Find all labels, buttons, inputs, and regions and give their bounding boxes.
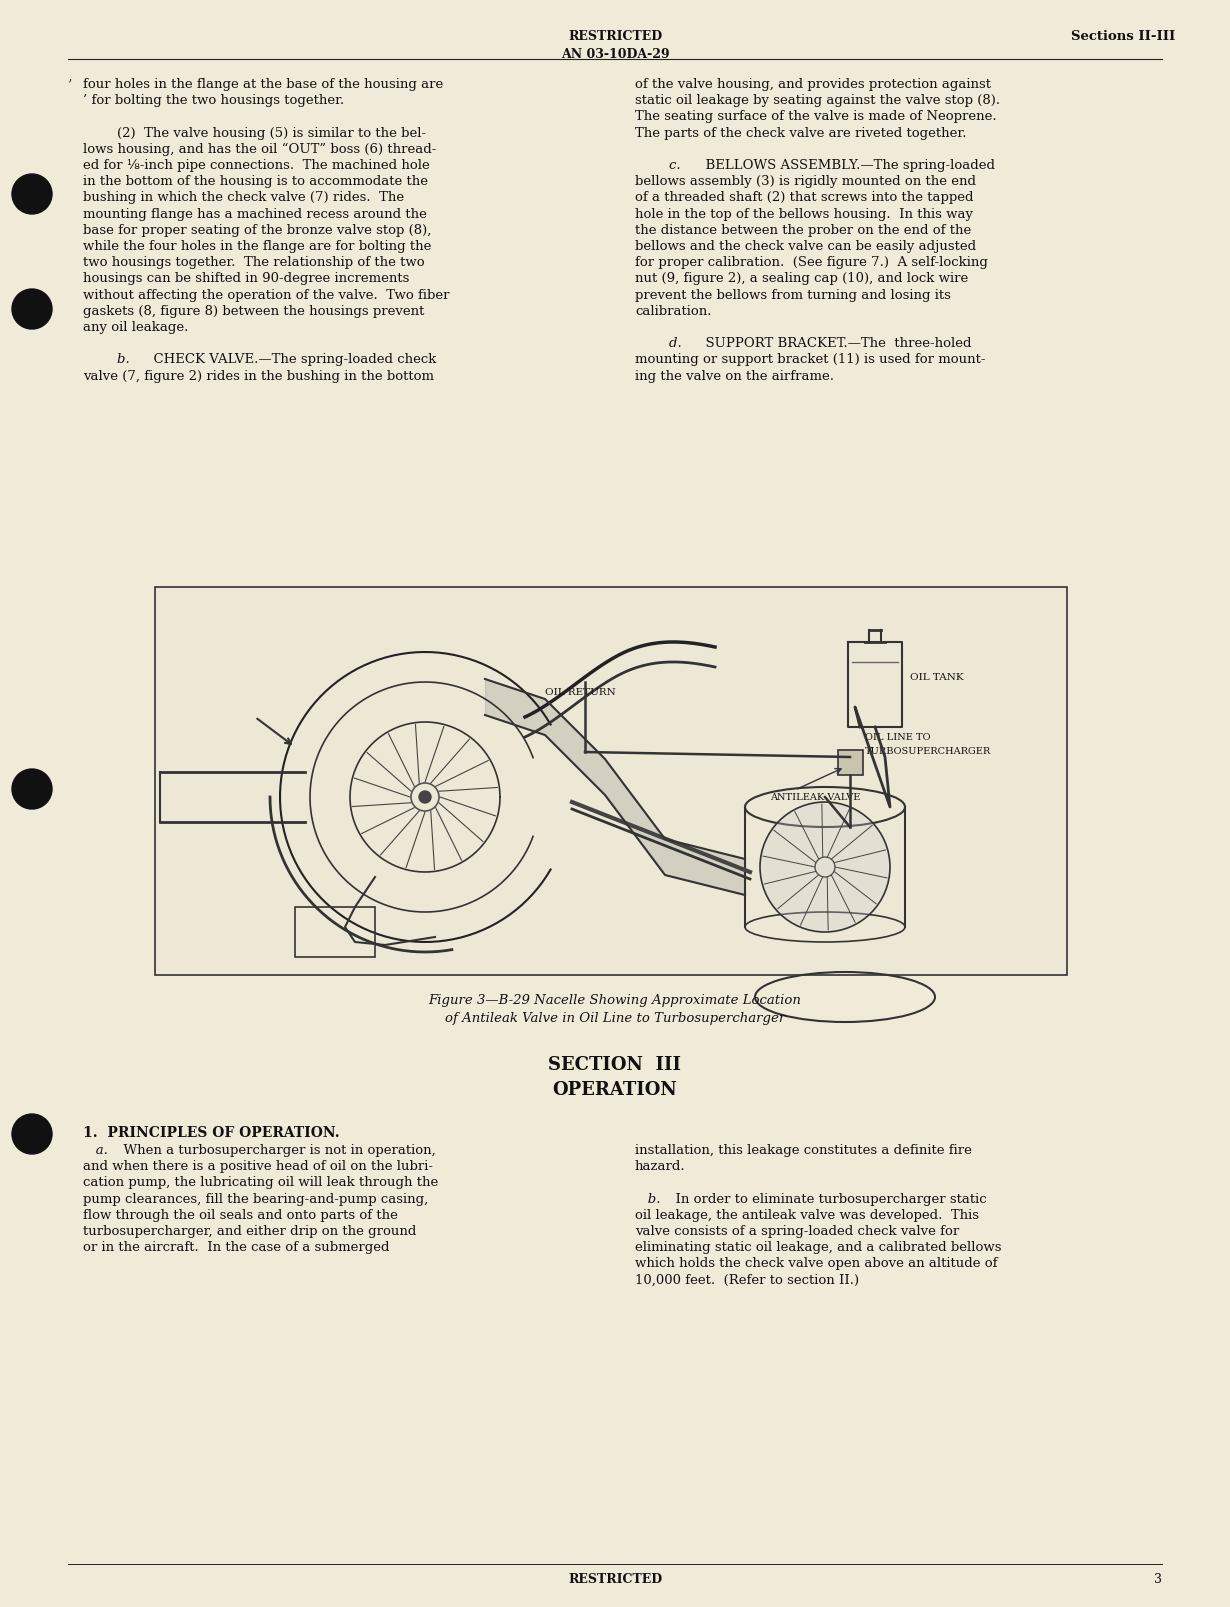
Text: OIL RETURN: OIL RETURN	[545, 688, 616, 696]
Text: cation pump, the lubricating oil will leak through the: cation pump, the lubricating oil will le…	[82, 1176, 438, 1189]
Text: (2)  The valve housing (5) is similar to the bel-: (2) The valve housing (5) is similar to …	[82, 127, 426, 140]
Text: or in the aircraft.  In the case of a submerged: or in the aircraft. In the case of a sub…	[82, 1241, 390, 1253]
Text: In order to eliminate turbosupercharger static: In order to eliminate turbosupercharger …	[667, 1192, 986, 1205]
Text: turbosupercharger, and either drip on the ground: turbosupercharger, and either drip on th…	[82, 1225, 417, 1237]
Text: b.: b.	[82, 354, 129, 366]
Circle shape	[419, 792, 430, 804]
Text: SUPPORT BRACKET.—The  three-holed: SUPPORT BRACKET.—The three-holed	[697, 337, 972, 350]
Text: oil leakage, the antileak valve was developed.  This: oil leakage, the antileak valve was deve…	[635, 1208, 979, 1221]
Text: eliminating static oil leakage, and a calibrated bellows: eliminating static oil leakage, and a ca…	[635, 1241, 1001, 1253]
Text: SECTION  III: SECTION III	[549, 1056, 681, 1073]
Text: four holes in the flange at the base of the housing are: four holes in the flange at the base of …	[82, 79, 443, 92]
Text: ed for ⅛-inch pipe connections.  The machined hole: ed for ⅛-inch pipe connections. The mach…	[82, 159, 429, 172]
Text: in the bottom of the housing is to accommodate the: in the bottom of the housing is to accom…	[82, 175, 428, 188]
Text: hole in the top of the bellows housing.  In this way: hole in the top of the bellows housing. …	[635, 207, 973, 220]
Text: RESTRICTED: RESTRICTED	[568, 1572, 662, 1585]
Text: installation, this leakage constitutes a definite fire: installation, this leakage constitutes a…	[635, 1143, 972, 1157]
Text: base for proper seating of the bronze valve stop (8),: base for proper seating of the bronze va…	[82, 223, 432, 236]
Text: BELLOWS ASSEMBLY.—The spring-loaded: BELLOWS ASSEMBLY.—The spring-loaded	[697, 159, 995, 172]
Text: which holds the check valve open above an altitude of: which holds the check valve open above a…	[635, 1257, 998, 1270]
Circle shape	[12, 289, 52, 329]
Text: ’ for bolting the two housings together.: ’ for bolting the two housings together.	[82, 95, 344, 108]
Text: housings can be shifted in 90-degree increments: housings can be shifted in 90-degree inc…	[82, 272, 410, 284]
Text: flow through the oil seals and onto parts of the: flow through the oil seals and onto part…	[82, 1208, 397, 1221]
Text: The seating surface of the valve is made of Neoprene.: The seating surface of the valve is made…	[635, 111, 996, 124]
Circle shape	[760, 802, 891, 932]
Bar	[295, 908, 375, 958]
Text: c.: c.	[635, 159, 680, 172]
Text: without affecting the operation of the valve.  Two fiber: without affecting the operation of the v…	[82, 288, 449, 302]
Text: ANTILEAK VALVE: ANTILEAK VALVE	[770, 792, 860, 802]
Text: Sections II-III: Sections II-III	[1071, 31, 1175, 43]
Text: a.: a.	[82, 1143, 108, 1157]
Circle shape	[12, 770, 52, 810]
Text: pump clearances, fill the bearing-and-pump casing,: pump clearances, fill the bearing-and-pu…	[82, 1192, 428, 1205]
Text: mounting flange has a machined recess around the: mounting flange has a machined recess ar…	[82, 207, 427, 220]
Text: bellows assembly (3) is rigidly mounted on the end: bellows assembly (3) is rigidly mounted …	[635, 175, 975, 188]
Text: The parts of the check valve are riveted together.: The parts of the check valve are riveted…	[635, 127, 967, 140]
Text: ’: ’	[68, 79, 73, 92]
Text: prevent the bellows from turning and losing its: prevent the bellows from turning and los…	[635, 288, 951, 302]
Text: 10,000 feet.  (Refer to section II.): 10,000 feet. (Refer to section II.)	[635, 1273, 859, 1286]
Text: ing the valve on the airframe.: ing the valve on the airframe.	[635, 370, 834, 382]
Text: 3: 3	[1154, 1572, 1162, 1585]
Text: valve (7, figure 2) rides in the bushing in the bottom: valve (7, figure 2) rides in the bushing…	[82, 370, 434, 382]
Text: OIL TANK: OIL TANK	[910, 673, 963, 681]
Text: 1.  PRINCIPLES OF OPERATION.: 1. PRINCIPLES OF OPERATION.	[82, 1125, 339, 1139]
Text: mounting or support bracket (11) is used for mount-: mounting or support bracket (11) is used…	[635, 354, 985, 366]
Text: OPERATION: OPERATION	[552, 1080, 678, 1098]
Text: any oil leakage.: any oil leakage.	[82, 321, 188, 334]
Text: and when there is a positive head of oil on the lubri-: and when there is a positive head of oil…	[82, 1160, 433, 1173]
Text: bushing in which the check valve (7) rides.  The: bushing in which the check valve (7) rid…	[82, 191, 405, 204]
Text: gaskets (8, figure 8) between the housings prevent: gaskets (8, figure 8) between the housin…	[82, 305, 424, 318]
Text: OIL LINE TO: OIL LINE TO	[865, 733, 931, 741]
Text: calibration.: calibration.	[635, 305, 711, 318]
Text: lows housing, and has the oil “OUT” boss (6) thread-: lows housing, and has the oil “OUT” boss…	[82, 143, 437, 156]
Text: of a threaded shaft (2) that screws into the tapped: of a threaded shaft (2) that screws into…	[635, 191, 973, 204]
Text: CHECK VALVE.—The spring-loaded check: CHECK VALVE.—The spring-loaded check	[145, 354, 437, 366]
Text: hazard.: hazard.	[635, 1160, 685, 1173]
Bar	[155, 588, 1066, 975]
Text: of the valve housing, and provides protection against: of the valve housing, and provides prote…	[635, 79, 991, 92]
Text: AN 03-10DA-29: AN 03-10DA-29	[561, 48, 669, 61]
Text: nut (9, figure 2), a sealing cap (10), and lock wire: nut (9, figure 2), a sealing cap (10), a…	[635, 272, 968, 284]
Text: valve consists of a spring-loaded check valve for: valve consists of a spring-loaded check …	[635, 1225, 959, 1237]
Text: b.: b.	[635, 1192, 661, 1205]
Text: d.: d.	[635, 337, 681, 350]
Text: TURBOSUPERCHARGER: TURBOSUPERCHARGER	[865, 747, 991, 755]
Text: two housings together.  The relationship of the two: two housings together. The relationship …	[82, 256, 424, 268]
Text: When a turbosupercharger is not in operation,: When a turbosupercharger is not in opera…	[114, 1143, 435, 1157]
Text: Figure 3—B-29 Nacelle Showing Approximate Location: Figure 3—B-29 Nacelle Showing Approximat…	[428, 993, 802, 1006]
Text: RESTRICTED: RESTRICTED	[568, 31, 662, 43]
Text: the distance between the prober on the end of the: the distance between the prober on the e…	[635, 223, 972, 236]
Bar	[838, 750, 863, 776]
Text: bellows and the check valve can be easily adjusted: bellows and the check valve can be easil…	[635, 239, 977, 252]
Circle shape	[12, 175, 52, 215]
Text: of Antileak Valve in Oil Line to Turbosupercharger: of Antileak Valve in Oil Line to Turbosu…	[445, 1011, 785, 1024]
Text: while the four holes in the flange are for bolting the: while the four holes in the flange are f…	[82, 239, 432, 252]
Text: for proper calibration.  (See figure 7.)  A self-locking: for proper calibration. (See figure 7.) …	[635, 256, 988, 268]
Text: static oil leakage by seating against the valve stop (8).: static oil leakage by seating against th…	[635, 95, 1000, 108]
Circle shape	[12, 1114, 52, 1154]
